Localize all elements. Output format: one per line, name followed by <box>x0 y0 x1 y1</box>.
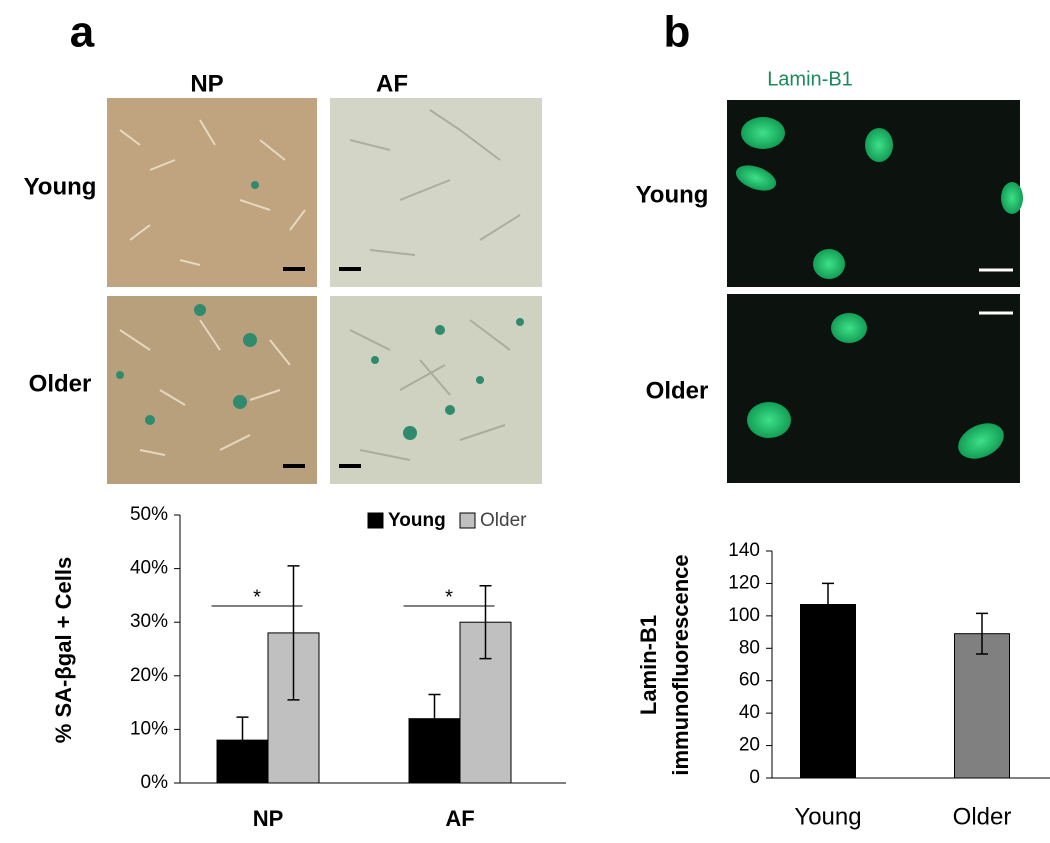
error-bar <box>976 612 988 655</box>
y-tick-label: 50% <box>130 504 168 525</box>
error-bar <box>479 585 492 660</box>
y-tick-label: 20% <box>130 665 168 686</box>
image-title: Lamin-B1 <box>767 68 853 90</box>
column-label: NP <box>190 70 223 97</box>
y-tick-label: 140 <box>728 540 760 561</box>
x-tick-label: AF <box>445 806 474 831</box>
y-tick-label: 0% <box>141 772 169 793</box>
y-tick-label: 60 <box>739 670 760 691</box>
y-tick-label: 100 <box>728 605 760 626</box>
micrograph <box>107 98 542 484</box>
y-tick-label: 80 <box>739 637 760 658</box>
significance-mark: * <box>253 586 261 608</box>
row-label: Young <box>636 181 709 208</box>
y-tick-label: 40 <box>739 702 760 723</box>
error-bar <box>822 582 834 627</box>
significance-mark: * <box>445 586 453 608</box>
row-label: Older <box>29 370 92 397</box>
panel-label: a <box>70 8 95 57</box>
legend-label: Young <box>388 510 446 531</box>
error-bar <box>236 716 249 764</box>
legend-swatch <box>367 512 384 529</box>
error-bar <box>287 565 300 701</box>
y-axis-title: immunofluorescence <box>668 554 693 775</box>
bar <box>800 604 856 779</box>
y-tick-label: 20 <box>739 735 760 756</box>
panel-label: b <box>664 8 691 57</box>
micrograph <box>727 100 1023 483</box>
y-tick-label: 40% <box>130 558 168 579</box>
y-axis-title: Lamin-B1 <box>636 615 661 715</box>
y-tick-label: 120 <box>728 572 760 593</box>
y-tick-label: 0 <box>749 767 760 788</box>
x-tick-label: NP <box>253 806 284 831</box>
y-tick-label: 30% <box>130 611 168 632</box>
y-axis-title: % SA-βgal + Cells <box>51 557 76 743</box>
x-tick-label: Older <box>953 803 1012 830</box>
y-tick-label: 10% <box>130 718 168 739</box>
column-label: AF <box>376 70 408 97</box>
row-label: Young <box>24 173 97 200</box>
bar <box>954 633 1010 779</box>
legend-swatch <box>459 512 476 529</box>
legend-label: Older <box>480 510 527 531</box>
row-label: Older <box>646 377 709 404</box>
x-tick-label: Young <box>794 803 861 830</box>
error-bar <box>428 693 441 744</box>
